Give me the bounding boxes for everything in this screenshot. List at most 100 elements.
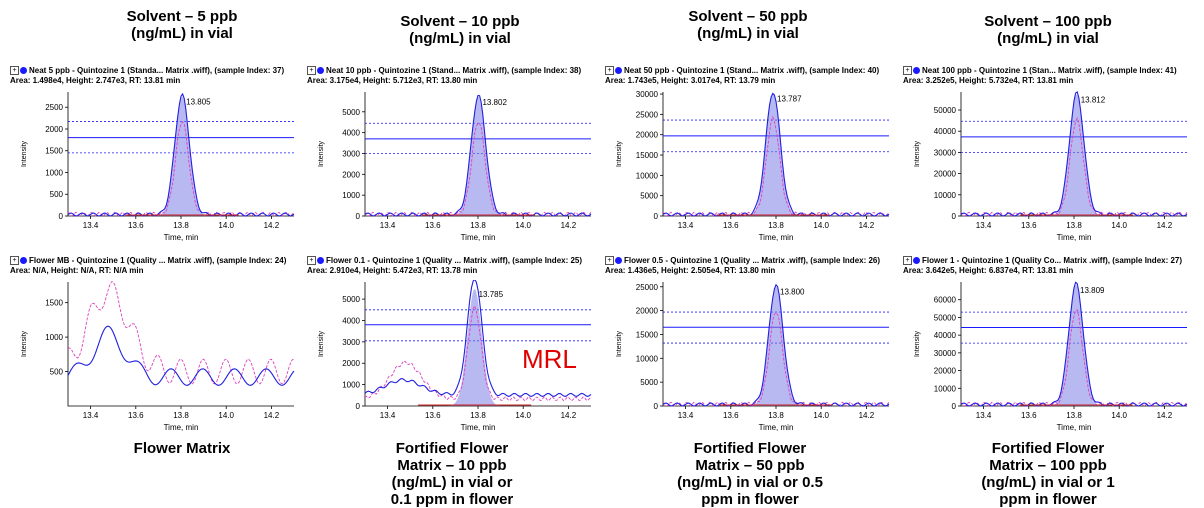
column-title-2: Solvent – 10 ppb (ng/mL) in vial [400, 13, 520, 47]
y-tick-label: 20000 [636, 307, 659, 316]
y-tick-label: 0 [356, 402, 361, 411]
quantifier-trace [662, 283, 890, 407]
y-tick-label: 10000 [934, 191, 957, 200]
expand-icon[interactable]: + [10, 66, 19, 76]
y-tick-label: 0 [59, 212, 64, 221]
peak-area-fill [1048, 284, 1104, 406]
chromatogram-plot: 13.4 13.6 13.8 14.0 14.2 500 1000 1500 Time, min… [21, 281, 295, 432]
column-title-1: Solvent – 5 ppb (ng/mL) in vial [126, 8, 238, 42]
y-tick-label: 1000 [45, 168, 63, 177]
series-marker-icon [20, 257, 27, 265]
peak-area-fill [748, 286, 804, 406]
y-tick-label: 30000 [934, 349, 957, 358]
series-marker-icon [317, 67, 324, 75]
panel-header: + Neat 50 ppb - Quintozine 1 (Stand... Ma… [605, 66, 905, 86]
expand-icon[interactable]: + [903, 66, 912, 76]
expand-icon[interactable]: + [903, 256, 912, 266]
chromatogram-plot: 13.4 13.6 13.8 14.0 14.2 0 500 1000 1500 2000 2500… [21, 92, 295, 242]
bottom-label-3: Fortified Flower Matrix – 50 ppb (ng/mL)… [677, 440, 823, 508]
peak-area-fill [745, 93, 801, 216]
quantifier-trace [960, 91, 1188, 217]
expand-icon[interactable]: + [307, 66, 316, 76]
x-tick-label: 14.2 [264, 411, 280, 420]
panel-header: + Neat 10 ppb - Quintozine 1 (Stand... Ma… [307, 66, 607, 86]
peak-area-fill [155, 96, 210, 216]
chromatogram-plot: 13.4 13.6 13.8 14.0 14.2 0 10000 20000 30000 4000… [914, 281, 1188, 432]
chromatogram-plot: 13.4 13.6 13.8 14.0 14.2 0 10000 20000 30000 4000… [914, 91, 1188, 242]
y-tick-label: 0 [356, 212, 361, 221]
x-tick-label: 14.0 [813, 221, 829, 230]
y-tick-label: 5000 [342, 108, 360, 117]
y-tick-label: 1000 [342, 381, 360, 390]
expand-icon[interactable]: + [10, 256, 19, 266]
quantifier-trace [364, 280, 592, 397]
x-tick-label: 13.8 [1066, 411, 1082, 420]
quantifier-trace [662, 92, 890, 217]
series-marker-icon [913, 257, 920, 265]
x-axis-label: Time, min [164, 423, 199, 432]
panel-peak-stats: Area: 3.175e4, Height: 5.712e3, RT: 13.8… [307, 76, 478, 85]
series-marker-icon [317, 257, 324, 265]
y-axis-label: Intensity [318, 140, 325, 167]
x-tick-label: 14.2 [1157, 221, 1173, 230]
x-tick-label: 13.6 [1021, 411, 1037, 420]
x-tick-label: 13.8 [768, 221, 784, 230]
expand-icon[interactable]: + [307, 256, 316, 266]
x-tick-label: 13.6 [723, 221, 739, 230]
peak-area-fill [451, 96, 506, 216]
x-tick-label: 13.4 [678, 221, 694, 230]
peak-rt-label: 13.802 [482, 98, 507, 107]
panel-peak-stats: Area: 3.642e5, Height: 6.837e4, RT: 13.8… [903, 266, 1074, 275]
expand-icon[interactable]: + [605, 256, 614, 266]
x-tick-label: 14.2 [859, 221, 875, 230]
y-axis-label: Intensity [21, 140, 28, 167]
panel-header: + Flower MB - Quintozine 1 (Quality ... M… [10, 256, 310, 276]
chromatogram-plot: 13.4 13.6 13.8 14.0 14.2 0 5000 10000 15000 20000… [616, 282, 890, 432]
panel-header: + Neat 5 ppb - Quintozine 1 (Standa... Ma… [10, 66, 310, 86]
chromatogram-panel-7: + Flower 0.5 - Quintozine 1 (Quality ... … [605, 256, 899, 440]
expand-icon[interactable]: + [605, 66, 614, 76]
x-axis-label: Time, min [759, 423, 794, 432]
x-tick-label: 13.6 [1021, 221, 1037, 230]
panel-peak-stats: Area: 1.743e5, Height: 3.017e4, RT: 13.7… [605, 76, 776, 85]
quantifier-trace [67, 325, 295, 386]
y-axis-label: Intensity [616, 330, 623, 357]
x-tick-label: 13.4 [380, 411, 396, 420]
peak-area-fill [447, 289, 502, 406]
y-tick-label: 4000 [342, 316, 360, 325]
bottom-label-2: Fortified Flower Matrix – 10 ppb (ng/mL)… [390, 440, 514, 508]
panel-peak-stats: Area: N/A, Height: N/A, RT: N/A min [10, 266, 144, 275]
x-tick-label: 13.8 [470, 411, 486, 420]
x-tick-label: 13.6 [425, 221, 441, 230]
y-tick-label: 30000 [934, 148, 957, 157]
series-marker-icon [913, 67, 920, 75]
y-axis-label: Intensity [616, 140, 623, 167]
y-tick-label: 3000 [342, 149, 360, 158]
y-tick-label: 2500 [45, 103, 63, 112]
panel-header: + Flower 0.5 - Quintozine 1 (Quality ... … [605, 256, 905, 276]
x-axis-label: Time, min [164, 233, 199, 242]
x-tick-label: 13.4 [678, 411, 694, 420]
x-tick-label: 14.0 [813, 411, 829, 420]
chromatogram-panel-5: + Flower MB - Quintozine 1 (Quality ... M… [10, 256, 304, 440]
panel-sample-name: Flower 0.1 - Quintozine 1 (Quality ... M… [326, 256, 583, 265]
y-tick-label: 1500 [45, 147, 63, 156]
chromatogram-plot: 13.4 13.6 13.8 14.0 14.2 0 5000 10000 15000 20000… [616, 90, 890, 242]
y-tick-label: 25000 [636, 283, 659, 292]
y-tick-label: 15000 [636, 330, 659, 339]
chromatogram-panel-4: + Neat 100 ppb - Quintozine 1 (Stan... Ma… [903, 66, 1197, 250]
x-tick-label: 13.8 [768, 411, 784, 420]
y-tick-label: 0 [654, 212, 659, 221]
axis-lines [67, 282, 294, 407]
panel-peak-stats: Area: 1.498e4, Height: 2.747e3, RT: 13.8… [10, 76, 181, 85]
y-tick-label: 500 [50, 368, 64, 377]
y-tick-label: 0 [952, 402, 957, 411]
x-axis-label: Time, min [1057, 233, 1092, 242]
chromatogram-panel-2: + Neat 10 ppb - Quintozine 1 (Stand... Ma… [307, 66, 601, 250]
y-tick-label: 10000 [934, 384, 957, 393]
y-tick-label: 1000 [342, 191, 360, 200]
x-tick-label: 13.4 [976, 411, 992, 420]
y-tick-label: 40000 [934, 331, 957, 340]
x-tick-label: 14.2 [561, 221, 577, 230]
qualifier-trace [364, 304, 592, 402]
